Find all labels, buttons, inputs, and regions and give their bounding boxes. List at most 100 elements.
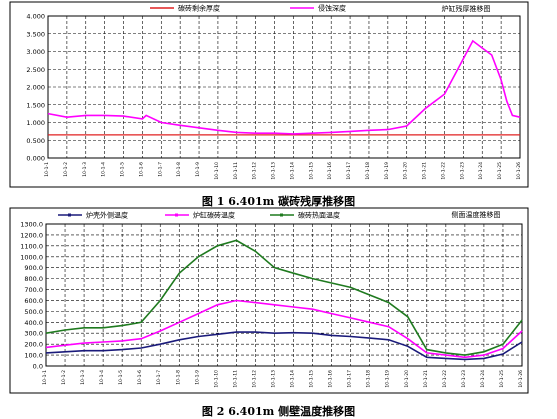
legend-entry: 炉壳外侧温度: [58, 211, 128, 220]
legend-label: 碳砖剩余厚度: [178, 4, 220, 13]
y-tick-label: 1100.0: [20, 242, 43, 250]
x-tick-label: 10-1-15: [309, 370, 315, 388]
x-tick-label: 10-1-2: [63, 162, 69, 177]
figure-2: 炉壳外侧温度 炉缸碳砖温度 碳砖热面温度 0.0 100.0 200.0 300.0 400…: [0, 206, 557, 396]
x-tick-label: 10-1-3: [80, 370, 86, 385]
y-tick-label: 1.500: [26, 101, 45, 109]
series-line-2: [47, 39, 521, 135]
y-tick-label: 200.0: [24, 341, 43, 349]
x-tick-label: 10-1-22: [440, 162, 446, 180]
x-tick-label: 10-1-7: [157, 162, 163, 177]
x-tick-label: 10-1-14: [290, 370, 296, 388]
legend-entry: 碳砖热面温度: [270, 211, 340, 220]
residual-thickness-chart: 碳砖剩余厚度 侵蚀深度 0.000 0.500 1.000 1.500 2.000 2.50…: [9, 1, 529, 188]
side-wall-temperature-chart: 炉壳外侧温度 炉缸碳砖温度 碳砖热面温度 0.0 100.0 200.0 300.0 400…: [9, 207, 529, 394]
x-tick-label: 10-1-19: [384, 162, 390, 180]
x-tick-label: 10-1-9: [194, 370, 200, 385]
x-tick-label: 10-1-2: [61, 370, 67, 385]
y-tick-label: 2.000: [26, 84, 45, 92]
x-tick-label: 10-1-10: [213, 370, 219, 388]
y-tick-label: 500.0: [24, 308, 43, 316]
x-tick-label: 10-1-3: [82, 162, 88, 177]
x-tick-label: 10-1-4: [99, 370, 105, 385]
legend-label: 侵蚀深度: [318, 4, 346, 13]
x-tick-label: 10-1-20: [403, 162, 409, 180]
x-tick-label: 10-1-17: [347, 370, 353, 388]
y-tick-label: 0.000: [26, 155, 45, 163]
x-tick-label: 10-1-18: [366, 370, 372, 388]
x-tick-label: 10-1-6: [138, 162, 144, 177]
plot-area: [45, 223, 523, 367]
figure-2-caption: 图 2 6.401m 侧壁温度推移图: [201, 405, 356, 418]
x-tick-label: 10-1-16: [327, 162, 333, 180]
x-tick-label: 10-1-14: [289, 162, 295, 180]
chart-frame: [9, 1, 529, 188]
legend: 碳砖剩余厚度 侵蚀深度: [150, 4, 346, 13]
x-tick-label: 10-1-21: [423, 370, 429, 388]
x-tick-label: 10-1-21: [422, 162, 428, 180]
y-tick-label: 1000.0: [20, 253, 43, 261]
x-tick-label: 10-1-15: [308, 162, 314, 180]
y-tick-label: 3.000: [26, 48, 45, 56]
x-tick-label: 10-1-26: [516, 162, 522, 180]
y-tick-label: 1300.0: [20, 221, 43, 229]
legend-marker: [175, 213, 178, 217]
series-line-1: [45, 331, 523, 361]
legend-marker: [280, 213, 283, 217]
legend-label: 炉缸碳砖温度: [193, 211, 235, 220]
x-tick-label: 10-1-4: [101, 162, 107, 177]
y-tick-label: 1.000: [26, 119, 45, 127]
x-tick-label: 10-1-12: [252, 162, 258, 180]
legend-marker: [68, 213, 71, 217]
x-tick-label: 10-1-16: [328, 370, 334, 388]
x-tick-label: 10-1-19: [385, 370, 391, 388]
x-tick-label: 10-1-13: [271, 162, 277, 180]
x-tick-label: 10-1-6: [137, 370, 143, 385]
x-tick-label: 10-1-8: [175, 370, 181, 385]
legend-label: 碳砖热面温度: [298, 211, 340, 220]
y-tick-label: 2.500: [26, 66, 45, 74]
y-tick-label: 0.0: [33, 363, 43, 371]
x-tick-label: 10-1-24: [480, 370, 486, 388]
x-tick-label: 10-1-13: [270, 370, 276, 388]
chart-title: 侧面温度推移图: [452, 210, 501, 219]
x-tick-label: 10-1-18: [365, 162, 371, 180]
x-tick-label: 10-1-25: [499, 370, 505, 388]
legend: 炉壳外侧温度 炉缸碳砖温度 碳砖热面温度: [58, 211, 340, 220]
x-tick-label: 10-1-1: [42, 370, 48, 385]
x-tick-label: 10-1-9: [195, 162, 201, 177]
x-tick-label: 10-1-11: [232, 370, 238, 388]
y-tick-label: 1200.0: [20, 231, 43, 239]
y-tick-label: 600.0: [24, 297, 43, 305]
legend-entry: 侵蚀深度: [290, 4, 346, 13]
series-line-3: [45, 239, 523, 356]
legend-entry: 碳砖剩余厚度: [150, 4, 220, 13]
x-tick-label: 10-1-25: [497, 162, 503, 180]
x-tick-label: 10-1-10: [214, 162, 220, 180]
y-tick-label: 300.0: [24, 330, 43, 338]
figure-1-caption: 图 1 6.401m 碳砖残厚推移图: [201, 195, 356, 208]
x-tick-label: 10-1-22: [442, 370, 448, 388]
x-tick-label: 10-1-5: [118, 370, 124, 385]
legend-label: 炉壳外侧温度: [86, 211, 128, 220]
y-tick-label: 800.0: [24, 275, 43, 283]
x-tick-label: 10-1-24: [478, 162, 484, 180]
x-tick-label: 10-1-23: [461, 370, 467, 388]
x-tick-label: 10-1-8: [176, 162, 182, 177]
legend-entry: 炉缸碳砖温度: [165, 211, 235, 220]
y-tick-label: 4.000: [26, 13, 45, 21]
x-tick-label: 10-1-1: [44, 162, 50, 177]
y-tick-label: 100.0: [24, 352, 43, 360]
y-tick-label: 3.500: [26, 30, 45, 38]
x-tick-label: 10-1-11: [233, 162, 239, 180]
y-tick-label: 0.500: [26, 137, 45, 145]
x-tick-label: 10-1-7: [156, 370, 162, 385]
chart-title: 炉缸残厚推移图: [442, 4, 491, 13]
x-tick-label: 10-1-17: [346, 162, 352, 180]
x-tick-label: 10-1-20: [404, 370, 410, 388]
x-tick-label: 10-1-12: [251, 370, 257, 388]
y-tick-label: 400.0: [24, 319, 43, 327]
y-tick-label: 900.0: [24, 264, 43, 272]
x-tick-label: 10-1-26: [518, 370, 524, 388]
y-tick-label: 700.0: [24, 286, 43, 294]
